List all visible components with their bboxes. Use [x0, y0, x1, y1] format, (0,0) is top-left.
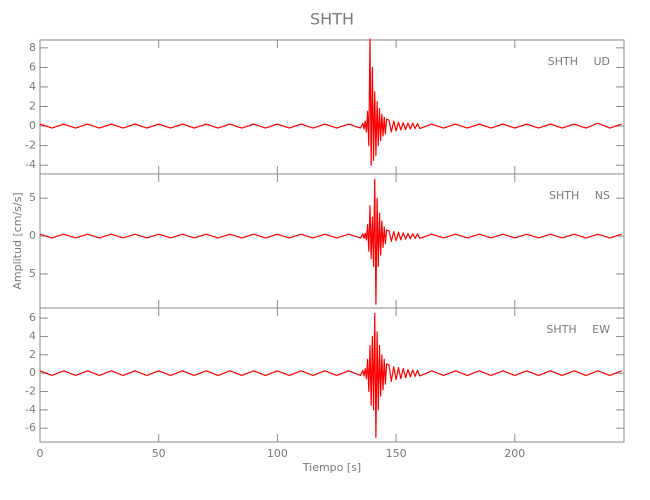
panel-label: SHTH NS [549, 189, 610, 202]
panel-frame [39, 39, 625, 175]
x-tick-label: 50 [152, 447, 166, 460]
y-tick-label: 8 [29, 41, 36, 54]
panel-frame [39, 307, 625, 443]
panel-label: SHTH UD [548, 55, 610, 68]
x-axis-label: Tiempo [s] [302, 461, 361, 474]
y-tick-label: 6 [29, 311, 36, 324]
y-tick-label: 0 [29, 366, 36, 379]
x-tick-label: 200 [504, 447, 525, 460]
x-tick-label: 100 [267, 447, 288, 460]
x-tick-label: 0 [37, 447, 44, 460]
y-tick-label: -4 [25, 403, 36, 416]
y-tick-label: 0 [29, 229, 36, 242]
waveform [39, 312, 622, 439]
y-tick-label: 0 [29, 119, 36, 132]
y-tick-label: 5 [29, 191, 36, 204]
y-tick-label: -2 [25, 139, 36, 152]
y-tick-label: -2 [25, 385, 36, 398]
y-tick-label: 5 [29, 267, 36, 280]
y-tick-label: 4 [29, 329, 36, 342]
waveform [39, 178, 622, 305]
y-tick-label: 6 [29, 60, 36, 73]
waveform [39, 38, 622, 166]
panel-label: SHTH EW [546, 323, 610, 336]
panel-frame [39, 173, 625, 309]
chart-title: SHTH [310, 10, 354, 29]
y-tick-label: -6 [25, 421, 36, 434]
y-tick-label: 4 [29, 80, 36, 93]
y-axis-label: Amplitud [cm/s/s] [11, 192, 24, 289]
y-tick-label: -4 [25, 158, 36, 171]
y-tick-label: 2 [29, 100, 36, 113]
y-tick-label: 2 [29, 348, 36, 361]
x-tick-label: 150 [386, 447, 407, 460]
